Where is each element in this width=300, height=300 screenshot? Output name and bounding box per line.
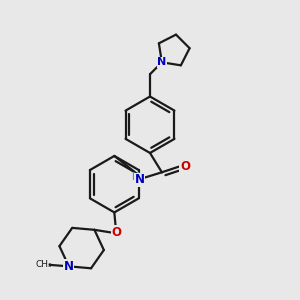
Text: N: N	[135, 173, 145, 186]
Text: O: O	[111, 226, 122, 239]
Text: N: N	[64, 260, 74, 273]
Text: O: O	[180, 160, 190, 173]
Text: N: N	[157, 57, 167, 67]
Text: H: H	[131, 172, 139, 182]
Text: CH₃: CH₃	[36, 260, 52, 269]
